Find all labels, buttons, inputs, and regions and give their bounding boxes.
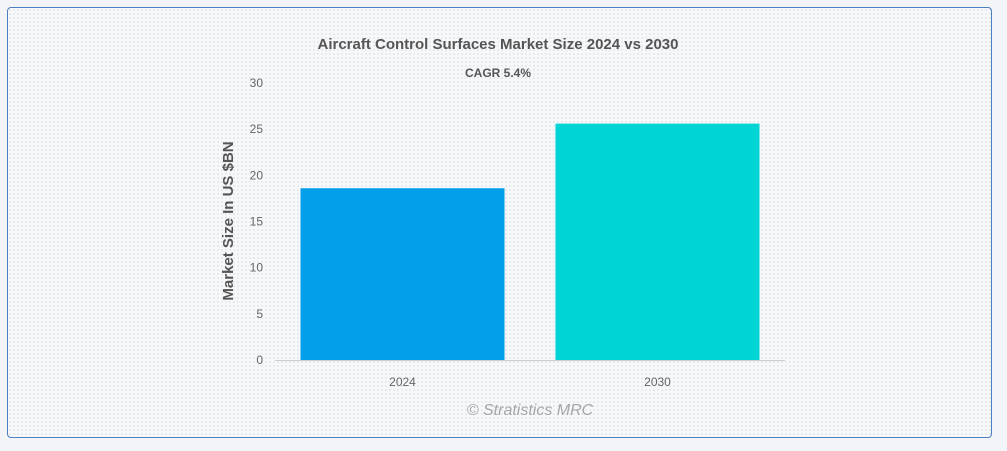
y-axis-label: Market Size In US $BN — [220, 141, 237, 300]
y-tick-label: 30 — [250, 76, 264, 90]
y-tick-label: 15 — [250, 215, 264, 229]
bar-2030 — [555, 123, 760, 360]
y-tick-label: 25 — [250, 122, 264, 136]
y-tick-label: 20 — [250, 168, 264, 182]
bar-2024 — [300, 188, 505, 360]
bars — [300, 123, 760, 360]
x-tick-label: 2024 — [389, 375, 416, 389]
y-tick-label: 10 — [250, 261, 264, 275]
chart-subtitle: CAGR 5.4% — [465, 66, 531, 80]
chart-title: Aircraft Control Surfaces Market Size 20… — [317, 36, 678, 53]
x-axis-ticks: 2024 2030 — [389, 375, 671, 389]
watermark: © Stratistics MRC — [467, 402, 594, 419]
y-axis-ticks: 0 5 10 15 20 25 30 — [250, 76, 264, 367]
x-tick-label: 2030 — [644, 375, 671, 389]
y-tick-label: 5 — [256, 307, 263, 321]
y-tick-label: 0 — [256, 353, 263, 367]
